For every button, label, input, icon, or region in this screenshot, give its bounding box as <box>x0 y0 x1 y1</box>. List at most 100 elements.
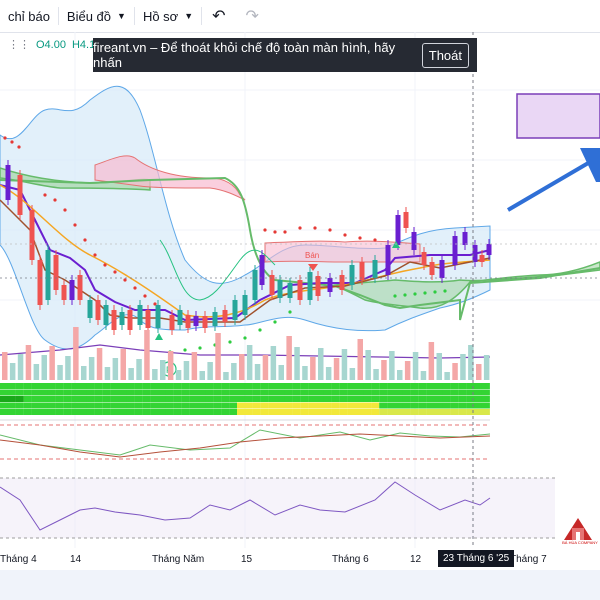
buy-marker-icon[interactable] <box>392 241 400 248</box>
candle[interactable] <box>185 315 191 328</box>
candle[interactable] <box>29 210 35 260</box>
volume-bar <box>57 365 63 380</box>
candle[interactable] <box>242 295 248 315</box>
candle[interactable] <box>385 245 391 275</box>
candle[interactable] <box>421 252 427 265</box>
strip-cell <box>39 389 48 396</box>
candle[interactable] <box>429 262 435 275</box>
strip-cell <box>466 383 475 389</box>
drawn-rectangle[interactable] <box>516 93 600 139</box>
candle[interactable] <box>137 305 143 325</box>
candle[interactable] <box>452 236 458 265</box>
candle[interactable] <box>252 270 258 300</box>
x-axis-label: Tháng 6 <box>332 554 369 565</box>
candle[interactable] <box>327 278 333 292</box>
strip-cell <box>7 383 16 389</box>
strip-cell <box>213 396 222 402</box>
candle[interactable] <box>37 260 43 305</box>
candle[interactable] <box>53 255 59 290</box>
strip-cell <box>284 409 293 415</box>
strip-cell <box>237 389 245 396</box>
candle[interactable] <box>372 260 378 278</box>
strip-cell <box>102 402 111 409</box>
volume-bar <box>81 366 87 380</box>
sell-marker-icon[interactable] <box>308 264 318 271</box>
candle[interactable] <box>349 265 355 285</box>
candle[interactable] <box>297 280 303 300</box>
candle[interactable] <box>277 280 283 298</box>
exit-fullscreen-button[interactable]: Thoát <box>421 42 469 68</box>
strip-cell <box>268 383 277 389</box>
candle[interactable] <box>69 280 75 300</box>
candle[interactable] <box>119 312 125 325</box>
candle[interactable] <box>155 305 161 328</box>
candle[interactable] <box>87 300 93 318</box>
candle[interactable] <box>462 232 468 245</box>
candle[interactable] <box>145 310 151 328</box>
candle[interactable] <box>193 316 199 326</box>
strip-cell <box>205 409 214 415</box>
candle[interactable] <box>212 312 218 326</box>
volume-bar <box>239 354 245 380</box>
candle[interactable] <box>232 300 238 320</box>
strip-cell <box>221 396 230 402</box>
strip-cell <box>252 402 261 409</box>
fullscreen-message: fireant.vn – Để thoát khỏi chế độ toàn m… <box>93 40 396 70</box>
candle[interactable] <box>307 272 313 300</box>
candle[interactable] <box>177 310 183 325</box>
trend-arrow[interactable] <box>506 160 592 212</box>
volume-bar <box>65 356 71 380</box>
candlesticks[interactable] <box>5 160 492 335</box>
strip-cell <box>213 389 222 396</box>
strip-cell <box>134 396 143 402</box>
volume-ma-line <box>0 344 491 359</box>
volume-bar <box>476 364 482 380</box>
strip-cell <box>458 409 467 415</box>
candle[interactable] <box>169 315 175 330</box>
candle[interactable] <box>315 276 321 296</box>
volume-bar <box>262 355 269 380</box>
candle[interactable] <box>95 300 101 320</box>
candle[interactable] <box>269 275 275 295</box>
settings-dots-icon[interactable]: ⋮⋮ <box>8 39 30 51</box>
candle[interactable] <box>259 255 265 285</box>
candle[interactable] <box>339 275 345 290</box>
strip-cell <box>252 383 261 389</box>
candle[interactable] <box>287 283 293 298</box>
candle[interactable] <box>45 250 51 300</box>
candle[interactable] <box>439 260 445 278</box>
candle[interactable] <box>486 244 492 255</box>
candle[interactable] <box>411 232 417 250</box>
strip-cell <box>63 409 72 415</box>
volume-bar <box>160 360 166 380</box>
strip-cell <box>355 396 364 402</box>
candle[interactable] <box>127 310 133 330</box>
buy-marker-icon[interactable] <box>155 333 163 340</box>
candle[interactable] <box>395 215 401 245</box>
chart-menu[interactable]: Biểu đồ ▼ <box>59 0 134 32</box>
price-chart[interactable]: Bán F <box>0 0 600 548</box>
profile-menu-label: Hồ sơ <box>142 8 179 24</box>
volume-bar <box>33 364 40 380</box>
candle[interactable] <box>5 165 11 200</box>
candle[interactable] <box>103 305 109 325</box>
candle[interactable] <box>222 310 228 322</box>
candle[interactable] <box>202 316 208 328</box>
candle[interactable] <box>77 275 83 300</box>
profile-menu[interactable]: Hồ sơ ▼ <box>135 0 201 32</box>
strip-cell <box>221 389 230 396</box>
candle[interactable] <box>17 175 23 215</box>
candle[interactable] <box>359 262 365 280</box>
bottom-bar <box>0 570 600 600</box>
candle[interactable] <box>479 255 485 262</box>
strip-cell <box>371 396 380 402</box>
undo-icon[interactable]: ↶ <box>212 8 226 25</box>
candle[interactable] <box>403 212 409 228</box>
candle[interactable] <box>472 245 478 262</box>
indicators-menu[interactable]: chỉ báo <box>0 0 58 32</box>
candle[interactable] <box>111 310 117 330</box>
ichimoku-cloud-green <box>0 167 151 191</box>
redo-icon[interactable]: ↷ <box>245 8 259 25</box>
candle[interactable] <box>61 285 67 300</box>
volume-bar <box>175 370 182 380</box>
